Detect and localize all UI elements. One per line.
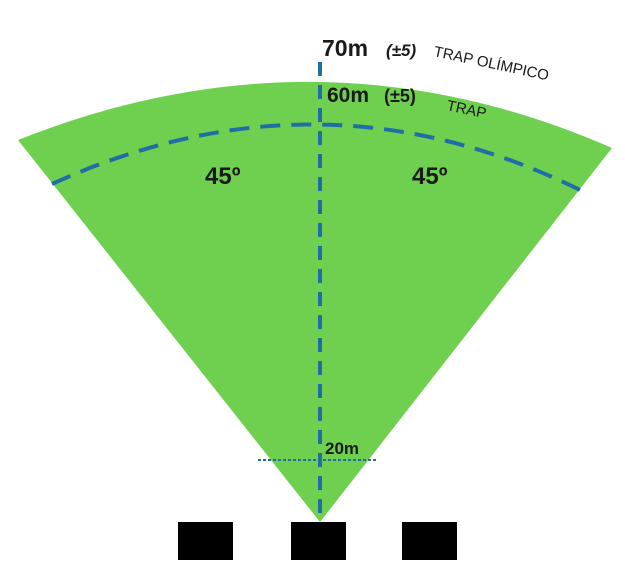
right-angle-label: 45º — [412, 163, 448, 190]
olympic-distance-label: 70m — [322, 35, 368, 61]
olympic-name-label: TRAP OLÍMPICO — [432, 43, 550, 84]
trap-distance-label: 60m — [327, 84, 369, 107]
olympic-tolerance-label: (±5) — [386, 41, 416, 60]
bunker-right — [402, 522, 457, 560]
20m-label: 20m — [325, 439, 359, 458]
trap-60m-arc — [51, 122, 581, 192]
left-angle-label: 45º — [205, 163, 241, 190]
trap-tolerance-label: (±5) — [384, 86, 416, 106]
shooting-sector — [18, 81, 612, 522]
bunker-center — [291, 522, 346, 560]
bunker-left — [178, 522, 233, 560]
